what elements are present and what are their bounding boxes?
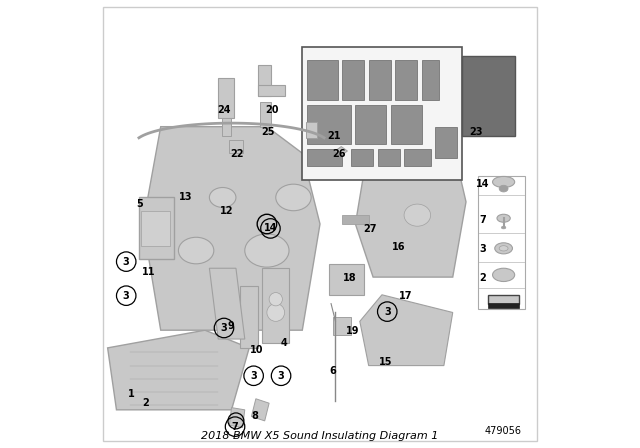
Ellipse shape <box>269 293 282 306</box>
Text: 3: 3 <box>278 371 284 381</box>
Bar <box>307 149 342 167</box>
Ellipse shape <box>493 268 515 281</box>
Ellipse shape <box>501 226 506 229</box>
Text: 2018 BMW X5 Sound Insulating Diagram 1: 2018 BMW X5 Sound Insulating Diagram 1 <box>202 431 438 441</box>
Polygon shape <box>209 268 244 339</box>
Text: 3: 3 <box>123 257 129 267</box>
Text: 8: 8 <box>252 411 259 422</box>
Bar <box>404 149 431 167</box>
Bar <box>218 78 234 118</box>
Bar <box>478 176 525 309</box>
Text: 3: 3 <box>479 244 486 254</box>
Text: 16: 16 <box>392 242 406 252</box>
Ellipse shape <box>404 204 431 226</box>
Bar <box>435 127 457 158</box>
Polygon shape <box>139 198 174 259</box>
Bar <box>258 85 285 96</box>
Polygon shape <box>143 127 320 330</box>
Polygon shape <box>229 408 244 427</box>
Ellipse shape <box>499 185 508 192</box>
Text: 13: 13 <box>179 192 193 202</box>
Bar <box>329 264 364 295</box>
Polygon shape <box>252 399 269 421</box>
Ellipse shape <box>495 243 513 254</box>
Polygon shape <box>355 127 466 277</box>
Text: 14: 14 <box>264 224 277 233</box>
Text: 4: 4 <box>280 338 287 348</box>
Text: 17: 17 <box>399 291 412 301</box>
Bar <box>222 118 230 135</box>
Text: 7: 7 <box>232 422 239 431</box>
Ellipse shape <box>244 234 289 267</box>
Text: 18: 18 <box>343 273 357 283</box>
Ellipse shape <box>497 214 510 222</box>
Text: 2: 2 <box>479 273 486 283</box>
Bar <box>488 303 519 308</box>
Polygon shape <box>360 295 452 366</box>
Text: 3: 3 <box>250 371 257 381</box>
Text: 12: 12 <box>220 206 233 216</box>
Text: 479056: 479056 <box>484 426 522 436</box>
Text: 3: 3 <box>221 323 227 333</box>
Text: 21: 21 <box>328 131 341 142</box>
Polygon shape <box>241 286 258 348</box>
Bar <box>422 60 440 100</box>
Bar <box>355 104 387 144</box>
Text: 14: 14 <box>476 179 490 189</box>
Text: 1: 1 <box>128 389 134 399</box>
Bar <box>258 65 271 96</box>
Text: 6: 6 <box>329 366 336 376</box>
Bar <box>307 104 351 144</box>
Text: 11: 11 <box>141 267 155 277</box>
Text: 19: 19 <box>346 326 359 336</box>
Bar <box>391 104 422 144</box>
Polygon shape <box>108 330 249 410</box>
Bar <box>302 47 461 180</box>
Bar <box>260 102 271 127</box>
Bar <box>307 60 338 100</box>
Bar <box>141 211 170 246</box>
Ellipse shape <box>267 304 285 321</box>
Text: 2: 2 <box>143 398 150 408</box>
Ellipse shape <box>499 246 508 251</box>
Ellipse shape <box>276 184 311 211</box>
Text: 22: 22 <box>230 149 244 159</box>
Ellipse shape <box>179 237 214 264</box>
Bar <box>461 56 515 135</box>
Bar <box>306 122 317 138</box>
Bar <box>333 317 351 335</box>
Bar <box>378 149 399 167</box>
Text: 7: 7 <box>479 215 486 225</box>
Polygon shape <box>488 295 519 304</box>
Ellipse shape <box>493 177 515 188</box>
Ellipse shape <box>209 188 236 207</box>
Text: 20: 20 <box>266 105 279 115</box>
Bar <box>342 60 364 100</box>
Text: 24: 24 <box>217 105 230 115</box>
Polygon shape <box>335 146 348 155</box>
Text: 26: 26 <box>332 149 346 159</box>
Text: 3: 3 <box>123 291 129 301</box>
Bar <box>229 140 243 153</box>
Text: 9: 9 <box>227 321 234 331</box>
Text: 27: 27 <box>363 224 376 234</box>
Bar <box>369 60 391 100</box>
Text: 10: 10 <box>250 345 264 355</box>
Bar <box>396 60 417 100</box>
Text: 15: 15 <box>379 357 392 367</box>
Text: 3: 3 <box>384 306 390 317</box>
Bar <box>342 215 369 224</box>
Text: 25: 25 <box>261 127 275 137</box>
Text: 5: 5 <box>136 199 143 209</box>
Text: 23: 23 <box>469 127 483 137</box>
Bar <box>351 149 373 167</box>
Polygon shape <box>262 268 289 344</box>
